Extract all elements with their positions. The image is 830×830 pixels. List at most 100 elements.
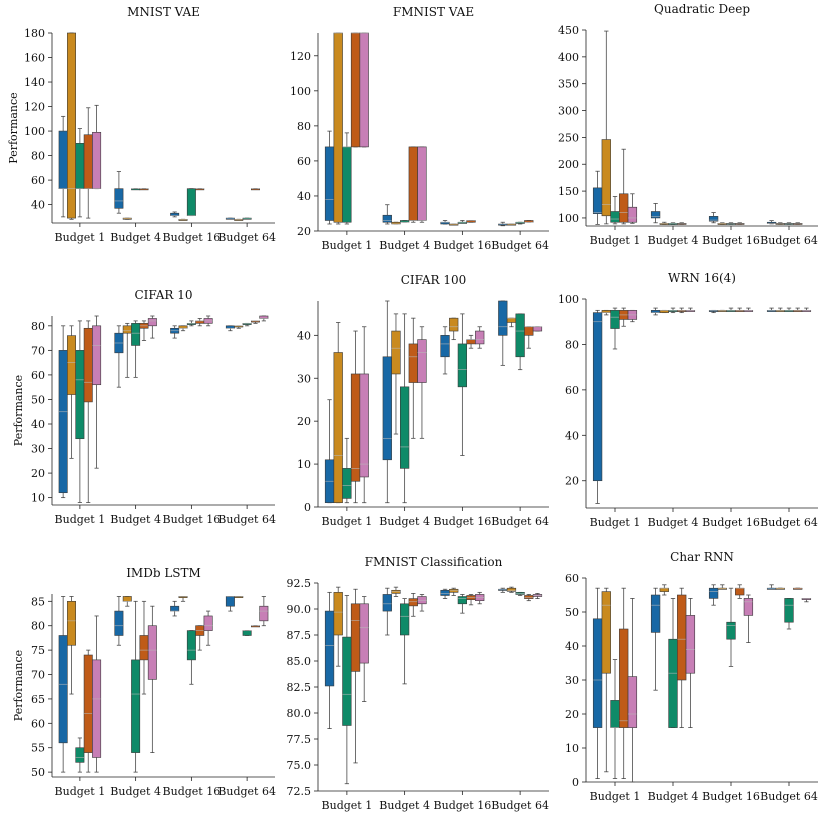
box-budget2-series0 [708, 309, 719, 314]
box-budget1-series3 [139, 600, 149, 695]
box-body [333, 352, 343, 504]
box-budget2-series2 [726, 307, 736, 312]
x-tick-label: Budget 16 [163, 231, 221, 244]
box-budget1-series2 [399, 313, 410, 504]
box-budget2-series3 [735, 222, 745, 225]
y-tick-label: 40 [565, 429, 579, 442]
box-budget2-series1 [178, 596, 188, 602]
box-budget2-series2 [457, 594, 468, 614]
box-budget1-series3 [408, 593, 418, 617]
x-tick-label: Budget 4 [648, 516, 699, 529]
y-tick-label: 30 [297, 372, 311, 385]
box-budget0-series3 [619, 587, 629, 779]
box-budget0-series0 [58, 325, 68, 499]
y-tick-label: 80.0 [287, 707, 312, 720]
y-tick-label: 80 [297, 120, 311, 133]
box-budget3-series0 [498, 300, 508, 366]
box-body [627, 206, 638, 223]
box-body [92, 131, 102, 189]
box-body [170, 212, 180, 216]
y-tick-label: 20 [297, 225, 311, 238]
box-budget0-series0 [592, 587, 603, 779]
box-budget1-series0 [382, 300, 392, 504]
box-budget1-series1 [122, 217, 132, 220]
panel-title: FMNIST Classification [365, 555, 503, 569]
box-body [784, 598, 794, 623]
box-budget2-series4 [743, 307, 754, 312]
box-budget0-series4 [359, 32, 369, 148]
x-tick-label: Budget 16 [702, 234, 760, 247]
y-tick-label: 90.0 [287, 603, 312, 616]
box-budget3-series0 [225, 325, 235, 332]
y-tick-label: 60 [31, 369, 45, 382]
box-body [259, 605, 269, 622]
y-tick-label: 40 [31, 418, 45, 431]
box-body [333, 592, 343, 636]
x-tick-label: Budget 1 [322, 515, 373, 528]
box-budget0-series1 [67, 32, 76, 220]
box-budget2-series1 [449, 317, 459, 341]
box-budget3-series0 [498, 587, 508, 593]
y-tick-label: 70 [31, 344, 45, 357]
box-budget0-series4 [627, 193, 638, 224]
box-budget0-series4 [92, 104, 102, 190]
y-tick-label: 72.5 [287, 785, 312, 798]
y-tick-label: 75 [31, 644, 45, 657]
box-budget1-series1 [659, 309, 669, 314]
box-budget2-series4 [475, 326, 485, 349]
box-body [83, 327, 93, 403]
box-budget0-series0 [324, 130, 335, 225]
box-body [726, 621, 736, 640]
box-budget1-series3 [408, 146, 418, 223]
box-body [457, 596, 468, 605]
box-budget3-series3 [524, 326, 534, 349]
box-budget0-series4 [359, 326, 369, 504]
box-body [186, 188, 196, 216]
box-body [440, 335, 450, 358]
y-tick-label: 20 [565, 708, 579, 721]
box-body [131, 323, 141, 346]
box-budget2-series3 [466, 220, 476, 223]
box-budget2-series1 [178, 325, 188, 332]
y-tick-label: 40 [297, 190, 311, 203]
box-body [627, 676, 638, 728]
x-tick-label: Budget 1 [322, 799, 373, 812]
box-budget1-series2 [399, 598, 410, 685]
y-tick-label: 60 [565, 384, 579, 397]
y-tick-label: 60 [565, 572, 579, 585]
box-budget1-series3 [139, 188, 149, 191]
box-budget3-series3 [251, 188, 260, 191]
y-tick-label: 55 [31, 742, 45, 755]
box-budget1-series1 [659, 584, 669, 596]
box-body [131, 659, 141, 753]
y-tick-label: 150 [558, 185, 579, 198]
box-budget0-series3 [350, 32, 361, 148]
chart-panel-0: MNIST VAE Performance 40 60 80 100 120 140 160 18… [7, 5, 276, 244]
x-tick-label: Budget 64 [760, 790, 818, 803]
box-budget1-series1 [391, 221, 401, 225]
box-body [743, 598, 754, 616]
box-budget3-series2 [784, 222, 794, 225]
y-tick-label: 65 [31, 693, 45, 706]
box-budget1-series2 [131, 320, 141, 378]
box-budget3-series0 [766, 584, 777, 590]
y-tick-label: 50 [565, 606, 579, 619]
box-budget3-series0 [225, 596, 235, 612]
y-tick-label: 30 [31, 443, 45, 456]
panel-title: CIFAR 100 [401, 273, 467, 287]
y-tick-label: 60 [31, 174, 45, 187]
box-body [225, 325, 235, 329]
box-budget2-series0 [708, 212, 719, 224]
box-budget0-series1 [333, 32, 343, 225]
box-body [524, 595, 534, 599]
box-body [475, 330, 485, 345]
x-tick-label: Budget 4 [648, 790, 699, 803]
box-budget0-series1 [601, 309, 611, 316]
box-body [417, 596, 427, 605]
box-budget2-series3 [466, 334, 476, 349]
box-body [601, 591, 611, 674]
box-budget2-series0 [708, 584, 719, 606]
box-budget1-series1 [391, 313, 401, 435]
box-budget2-series2 [186, 630, 196, 685]
